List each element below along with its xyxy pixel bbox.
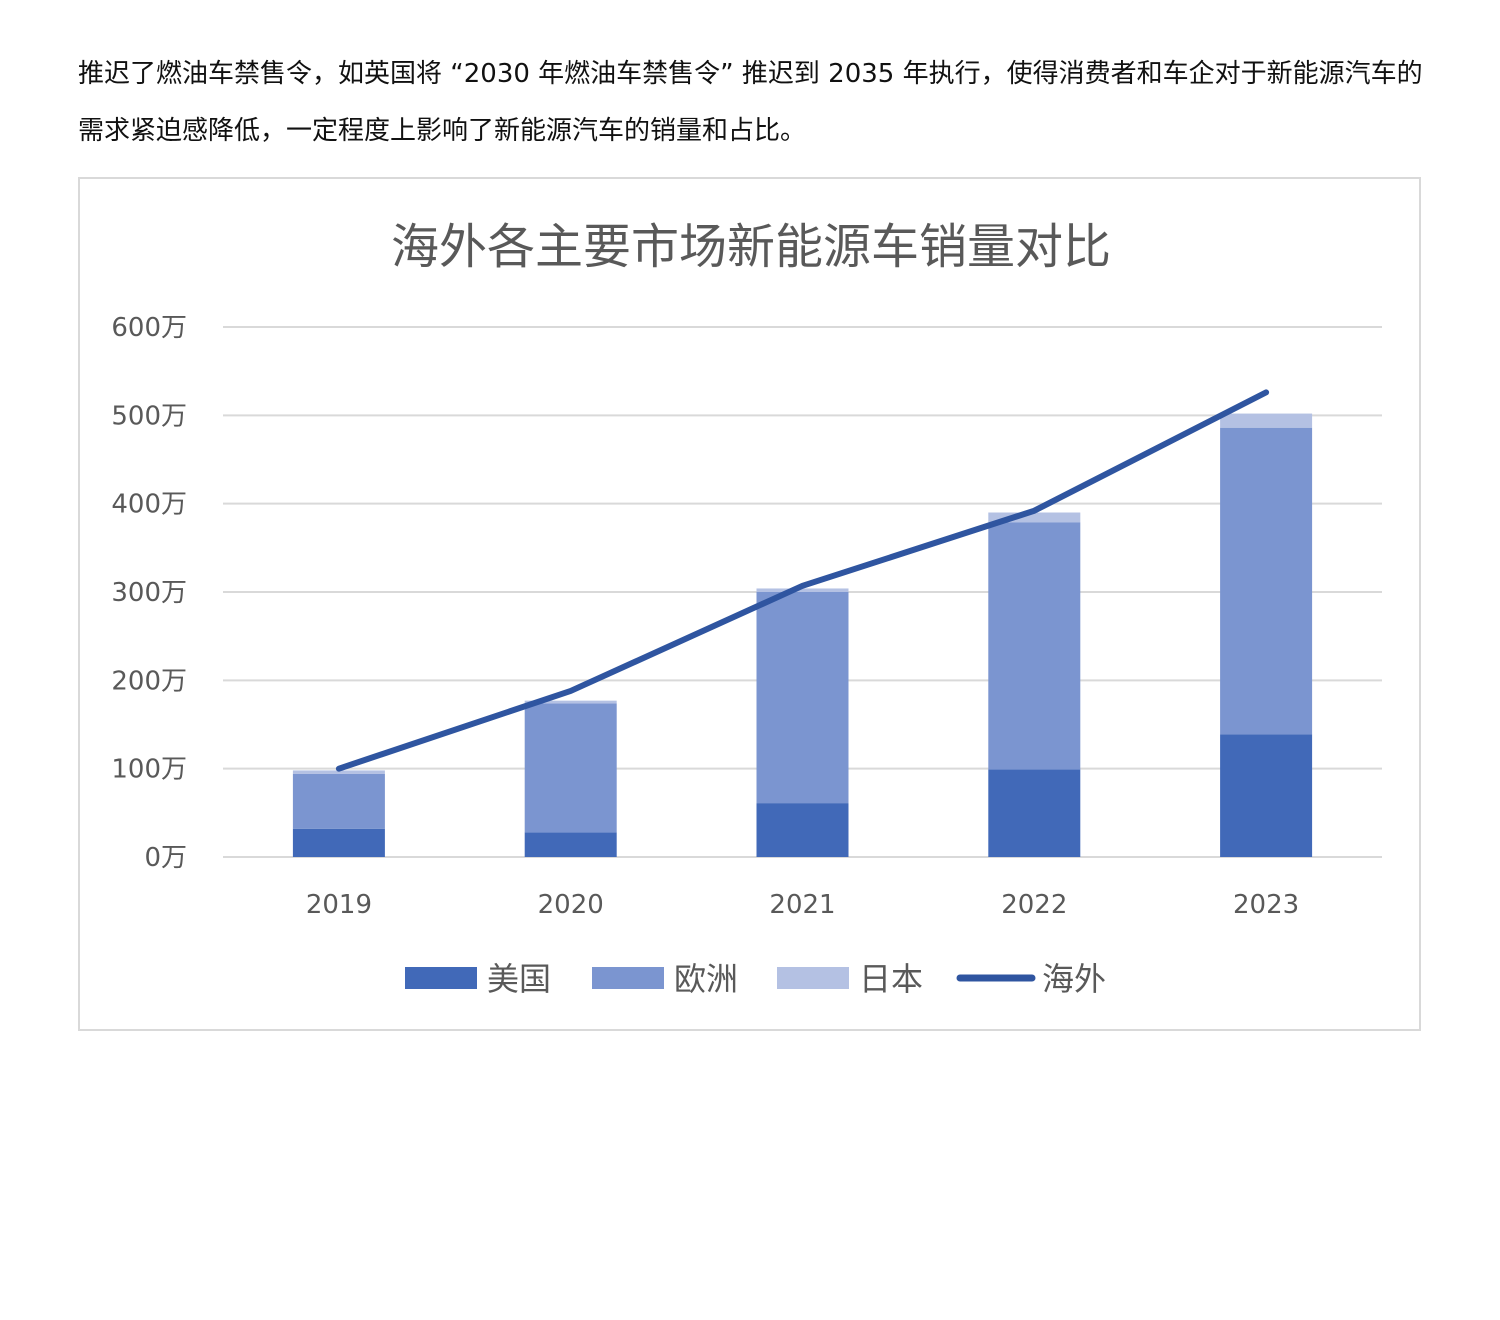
line-series — [335, 389, 1270, 772]
series-line — [335, 389, 1270, 772]
legend-swatch — [777, 967, 849, 989]
y-tick-label: 600万 — [111, 313, 187, 343]
sales-comparison-chart: 海外各主要市场新能源车销量对比 0万 100万 200万 300万 400万 500万 60… — [111, 219, 1382, 998]
bar-segment — [1220, 734, 1313, 857]
chart-container: 海外各主要市场新能源车销量对比 0万 100万 200万 300万 400万 500万 60… — [78, 177, 1421, 1031]
bar-segment — [988, 512, 1081, 523]
y-tick-label: 100万 — [111, 755, 187, 785]
y-tick-label: 500万 — [111, 401, 187, 431]
bar-segment — [524, 700, 617, 704]
legend-swatch — [592, 967, 664, 989]
x-tick-label: 2023 — [1233, 890, 1299, 920]
legend-label: 海外 — [1042, 960, 1106, 998]
bar-segment — [1220, 427, 1313, 735]
x-tick-label: 2022 — [1001, 890, 1067, 920]
x-tick-label: 2020 — [538, 890, 604, 920]
bar-segment — [1220, 413, 1313, 428]
x-axis-ticks: 2019 2020 2021 2022 2023 — [306, 890, 1299, 920]
legend-label: 美国 — [487, 960, 551, 998]
legend-label: 日本 — [859, 960, 923, 998]
bar-segment — [524, 703, 617, 833]
bars — [292, 413, 1313, 857]
y-tick-label: 0万 — [144, 843, 187, 873]
bar-segment — [756, 803, 849, 857]
bar-segment — [292, 770, 385, 774]
x-tick-label: 2021 — [769, 890, 835, 920]
y-tick-label: 200万 — [111, 666, 187, 696]
chart-title: 海外各主要市场新能源车销量对比 — [391, 219, 1111, 275]
legend: 美国 欧洲 日本 海外 — [405, 960, 1106, 998]
body-paragraph: 推迟了燃油车禁售令，如英国将 “2030 年燃油车禁售令” 推迟到 2035 年… — [78, 59, 1423, 146]
y-axis-ticks: 0万 100万 200万 300万 400万 500万 600万 — [111, 313, 187, 873]
bar-segment — [756, 588, 849, 592]
bar-segment — [292, 828, 385, 857]
legend-label: 欧洲 — [674, 960, 738, 998]
y-tick-label: 400万 — [111, 490, 187, 520]
bar-segment — [988, 769, 1081, 857]
bar-segment — [756, 592, 849, 804]
legend-swatch — [405, 967, 477, 989]
bar-segment — [988, 522, 1081, 770]
y-tick-label: 300万 — [111, 578, 187, 608]
x-tick-label: 2019 — [306, 890, 372, 920]
bar-segment — [524, 832, 617, 857]
bar-segment — [292, 773, 385, 829]
